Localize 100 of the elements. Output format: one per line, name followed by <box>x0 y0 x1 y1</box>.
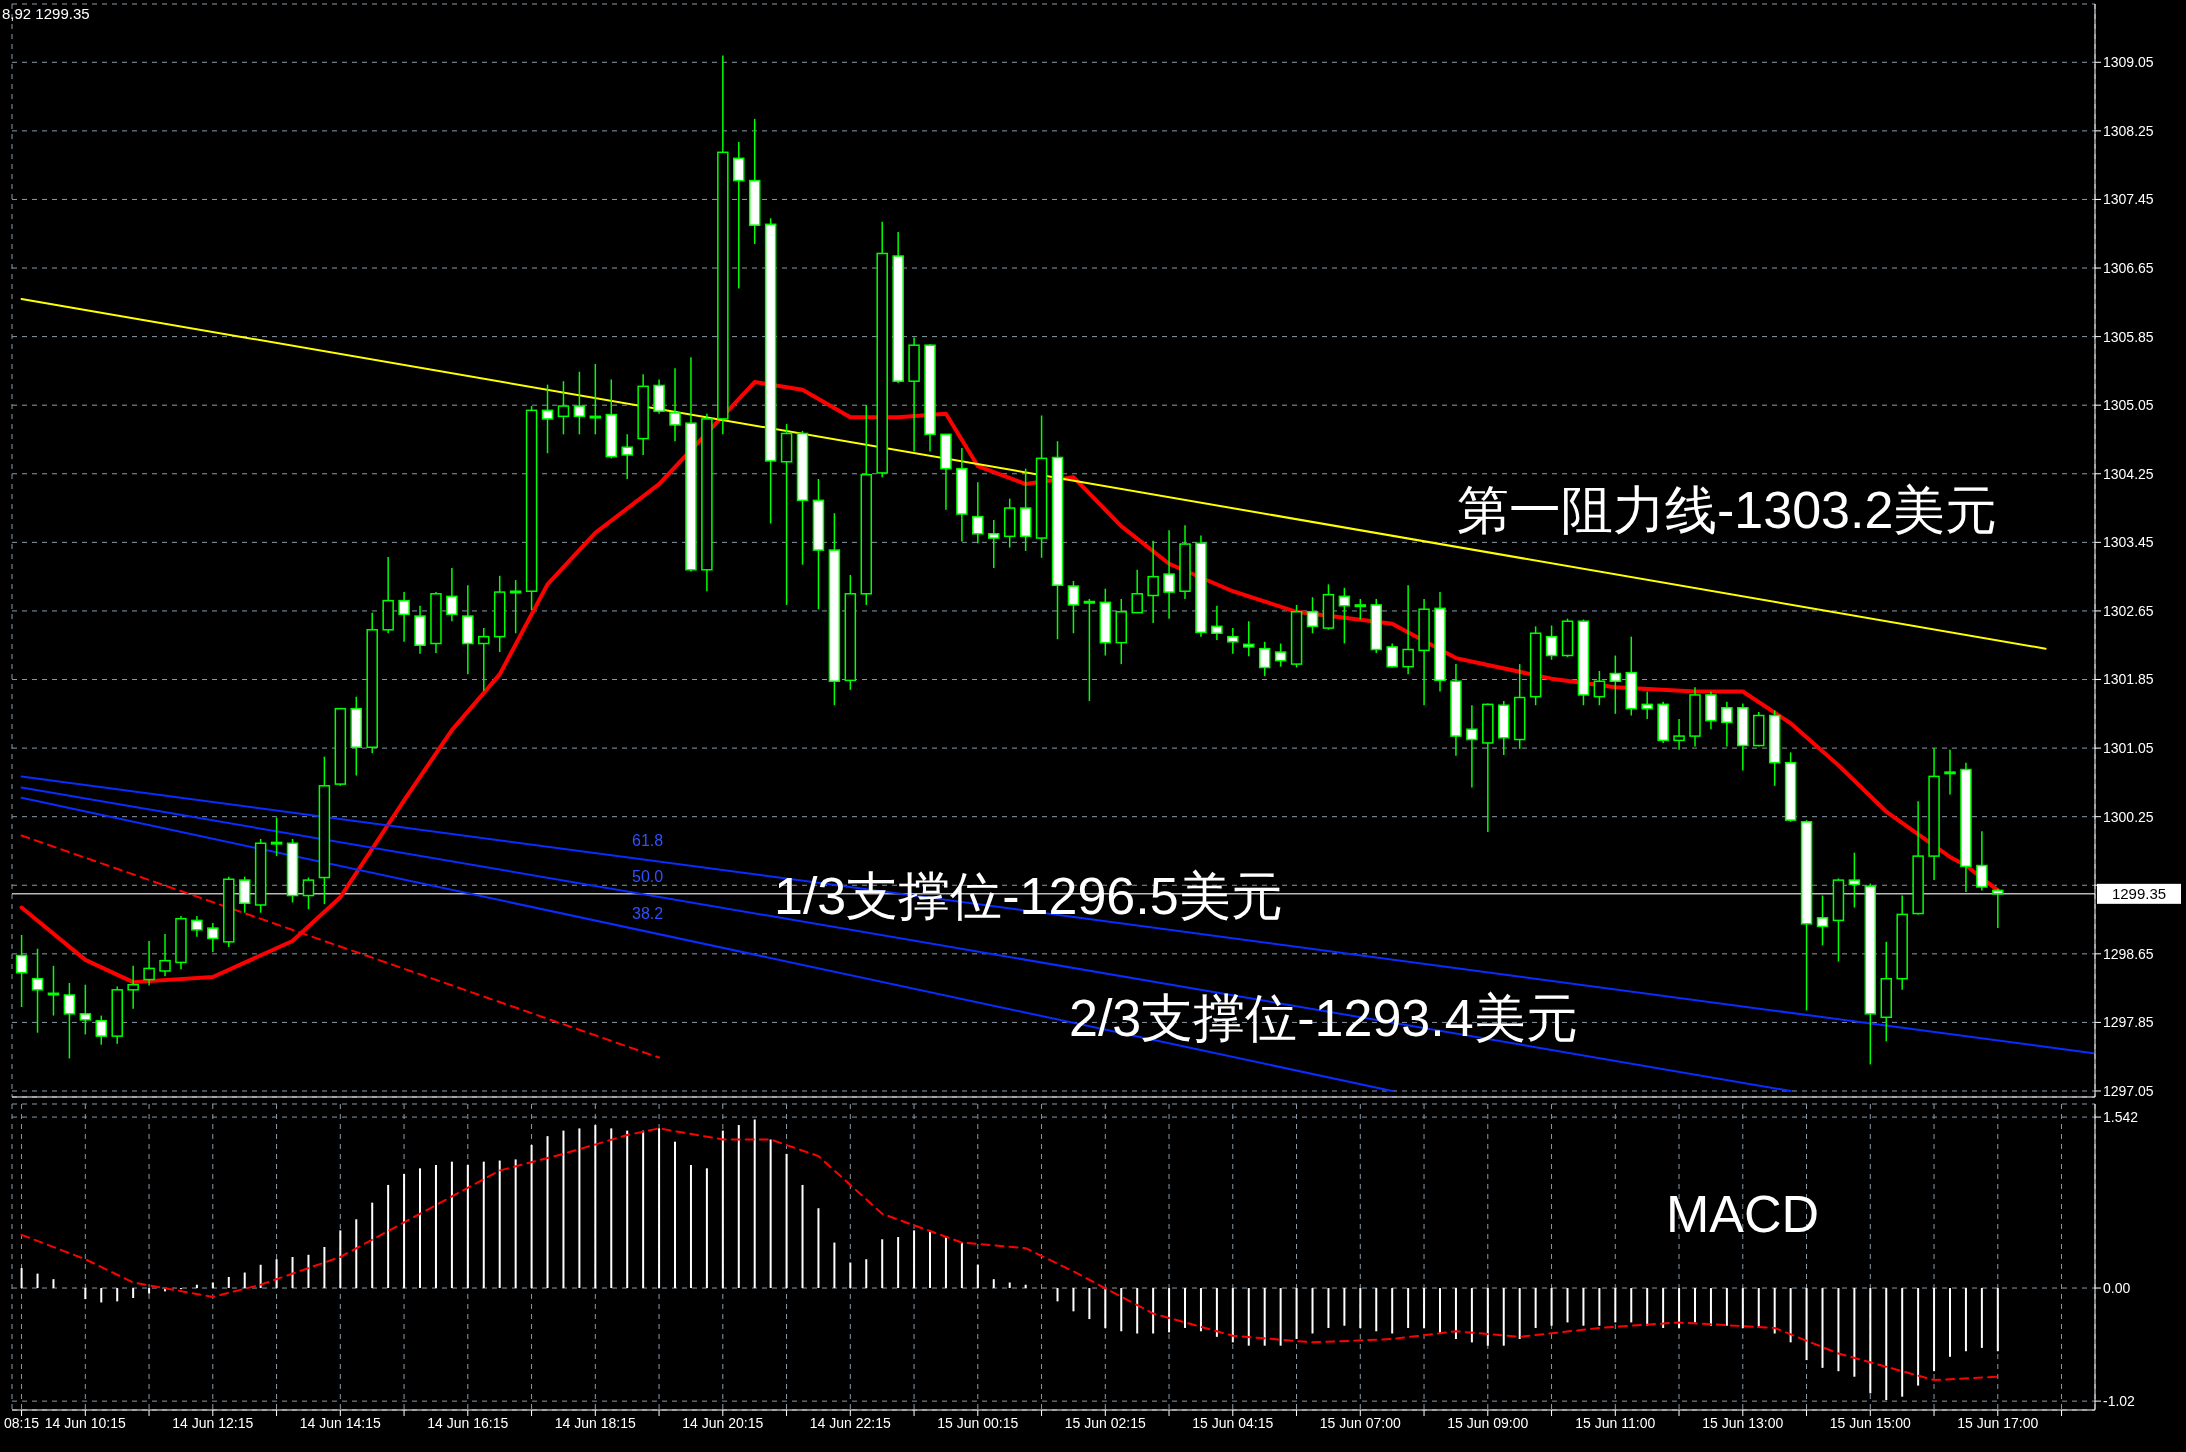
bar <box>1534 1288 1537 1328</box>
y-tick-label: 1301.85 <box>2103 671 2154 688</box>
bar <box>1152 1288 1155 1334</box>
bar <box>1470 1288 1473 1343</box>
x-tick-label: 14 Jun 22:15 <box>809 1414 891 1431</box>
bar <box>1933 1288 1936 1372</box>
bar <box>1199 1288 1202 1332</box>
y-tick-label: 1297.85 <box>2103 1014 2154 1031</box>
bar <box>578 1128 581 1289</box>
bar <box>148 1288 151 1294</box>
bar <box>84 1288 87 1300</box>
x-tick-label: 15 Jun 09:00 <box>1447 1414 1529 1431</box>
bar <box>1407 1288 1410 1328</box>
bar <box>498 1160 501 1289</box>
candlestick <box>238 875 251 914</box>
bar <box>1821 1288 1824 1368</box>
bar <box>1582 1288 1585 1326</box>
candlestick <box>1386 642 1398 669</box>
candlestick <box>1816 894 1829 947</box>
bar <box>1008 1282 1011 1289</box>
bar <box>52 1279 55 1289</box>
bar <box>833 1242 836 1289</box>
candlestick <box>207 922 219 953</box>
bar <box>1486 1288 1489 1346</box>
candlestick <box>1147 539 1159 624</box>
candlestick <box>1609 654 1622 715</box>
bar <box>419 1168 422 1289</box>
bar <box>243 1272 246 1289</box>
bar <box>1630 1288 1633 1323</box>
bar <box>897 1237 900 1289</box>
y-tick-label: -1.02 <box>2103 1393 2136 1410</box>
bar <box>1917 1288 1920 1386</box>
bar <box>275 1259 278 1289</box>
bar <box>594 1125 597 1289</box>
bar <box>610 1128 613 1289</box>
x-tick-label: 14 Jun 14:15 <box>299 1414 381 1431</box>
bar <box>546 1136 549 1289</box>
bar <box>323 1247 326 1289</box>
x-tick-label: 14 Jun 16:15 <box>427 1414 509 1431</box>
bar <box>626 1130 629 1289</box>
x-tick-label: 14 Jun 12:15 <box>172 1414 254 1431</box>
y-tick-label: 1302.65 <box>2103 602 2154 619</box>
y-tick-label: 1308.25 <box>2103 122 2154 139</box>
bar <box>992 1279 995 1289</box>
candlestick <box>1211 605 1223 641</box>
annotation: 50.0 <box>632 868 664 886</box>
x-tick-label: 15 Jun 00:15 <box>937 1414 1019 1431</box>
bar <box>1805 1288 1808 1361</box>
y-tick-label: 1305.85 <box>2103 328 2154 345</box>
candlestick <box>1258 641 1271 677</box>
bar <box>1566 1288 1569 1323</box>
bar <box>849 1262 852 1289</box>
candlestick <box>1243 620 1255 658</box>
bar <box>689 1164 692 1289</box>
y-tick-label: 1.542 <box>2103 1109 2139 1126</box>
candlestick <box>1227 627 1239 655</box>
bar <box>1423 1288 1426 1328</box>
bar <box>881 1239 884 1289</box>
candlestick <box>270 816 283 857</box>
y-tick-label: 1301.05 <box>2103 740 2154 757</box>
bar <box>116 1288 119 1302</box>
bar <box>1088 1288 1091 1320</box>
candlestick <box>1306 596 1319 634</box>
candlestick <box>15 934 28 1008</box>
bar <box>132 1288 135 1299</box>
bar <box>1311 1288 1314 1334</box>
bar <box>211 1282 214 1289</box>
bar <box>1662 1288 1665 1328</box>
bar <box>307 1254 310 1289</box>
bar <box>960 1242 963 1289</box>
bar <box>785 1153 788 1289</box>
candlestick <box>159 933 171 977</box>
bar <box>1263 1288 1266 1346</box>
bar <box>1168 1288 1171 1333</box>
bar <box>1646 1288 1649 1326</box>
candlestick <box>79 983 92 1036</box>
bar <box>1327 1288 1330 1328</box>
bar <box>36 1273 39 1289</box>
bar <box>1359 1288 1362 1328</box>
candlestick <box>1593 670 1606 706</box>
bar <box>865 1259 868 1289</box>
line-series <box>20 1127 1999 1382</box>
candlestick <box>1354 598 1367 621</box>
bar <box>1678 1288 1681 1328</box>
y-tick-label: 1297.05 <box>2103 1082 2154 1099</box>
bar <box>1901 1288 1904 1397</box>
candlestick <box>1545 624 1558 661</box>
candlestick <box>1067 580 1080 634</box>
x-tick-label: 15 Jun 02:15 <box>1064 1414 1146 1431</box>
candlestick <box>47 965 60 1017</box>
candlestick <box>541 383 554 454</box>
bar <box>387 1184 390 1289</box>
bar <box>1694 1288 1697 1323</box>
bar <box>1869 1288 1872 1394</box>
x-tick-label: 15 Jun 07:00 <box>1319 1414 1401 1431</box>
bar <box>1757 1288 1760 1328</box>
candlestick <box>1466 704 1478 789</box>
candlestick <box>557 380 570 436</box>
y-tick-label: 1306.65 <box>2103 260 2154 276</box>
bar <box>434 1164 437 1289</box>
